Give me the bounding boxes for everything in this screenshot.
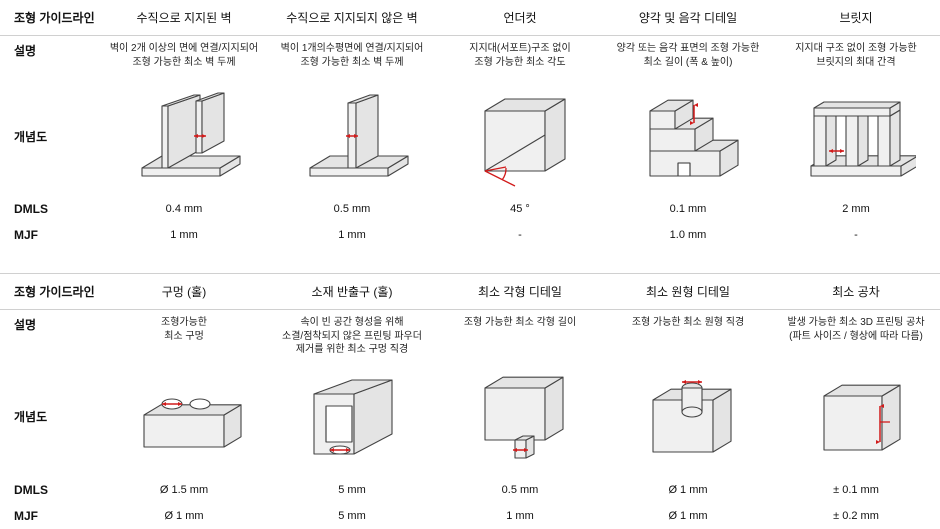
- col-title-0-4: 브릿지: [772, 9, 940, 26]
- desc-0-2: 지지대(서포트)구조 없이 조형 가능한 최소 각도: [436, 42, 604, 69]
- dmls-row: DMLS 0.4 mm 0.5 mm 45 ° 0.1 mm 2 mm: [0, 196, 940, 222]
- desc-1-2: 조형 가능한 최소 각형 길이: [436, 316, 604, 330]
- mjf-1-1: 5 mm: [268, 510, 436, 522]
- desc-1-0: 조형가능한 최소 구멍: [100, 316, 268, 343]
- desc-0-0: 벽이 2개 이상의 면에 연결/지지되어 조형 가능한 최소 벽 두께: [100, 42, 268, 69]
- col-title-1-4: 최소 공차: [772, 283, 940, 300]
- desc-0-3: 양각 또는 음각 표면의 조형 가능한 최소 길이 (폭 & 높이): [604, 42, 772, 69]
- diagram-1-0: [100, 357, 268, 477]
- label-dmls: DMLS: [0, 202, 100, 216]
- label-mjf: MJF: [0, 509, 100, 523]
- col-title-1-0: 구멍 (홀): [100, 283, 268, 300]
- desc-0-1: 벽이 1개의수평면에 연결/지지되어 조형 가능한 최소 벽 두께: [268, 42, 436, 69]
- section-divider: [0, 248, 940, 274]
- dmls-1-0: Ø 1.5 mm: [100, 484, 268, 496]
- dmls-1-3: Ø 1 mm: [604, 484, 772, 496]
- mjf-row: MJF Ø 1 mm 5 mm 1 mm Ø 1 mm ± 0.2 mm: [0, 503, 940, 529]
- dmls-0-2: 45 °: [436, 203, 604, 215]
- label-guideline: 조형 가이드라인: [0, 283, 100, 300]
- concept-row: 개념도: [0, 357, 940, 477]
- col-title-0-2: 언더컷: [436, 9, 604, 26]
- col-title-1-1: 소재 반출구 (홀): [268, 283, 436, 300]
- dmls-1-1: 5 mm: [268, 484, 436, 496]
- mjf-row: MJF 1 mm 1 mm - 1.0 mm -: [0, 222, 940, 248]
- mjf-1-3: Ø 1 mm: [604, 510, 772, 522]
- label-mjf: MJF: [0, 228, 100, 242]
- guideline-section-2: 조형 가이드라인 구멍 (홀) 소재 반출구 (홀) 최소 각형 디테일 최소 …: [0, 274, 940, 529]
- description-row: 설명 벽이 2개 이상의 면에 연결/지지되어 조형 가능한 최소 벽 두께 벽…: [0, 36, 940, 76]
- label-guideline: 조형 가이드라인: [0, 9, 100, 26]
- mjf-0-2: -: [436, 229, 604, 241]
- diagram-1-3: [604, 357, 772, 477]
- header-row: 조형 가이드라인 구멍 (홀) 소재 반출구 (홀) 최소 각형 디테일 최소 …: [0, 274, 940, 310]
- header-row: 조형 가이드라인 수직으로 지지된 벽 수직으로 지지되지 않은 벽 언더컷 양…: [0, 0, 940, 36]
- guideline-section-1: 조형 가이드라인 수직으로 지지된 벽 수직으로 지지되지 않은 벽 언더컷 양…: [0, 0, 940, 274]
- diagram-1-1: [268, 357, 436, 477]
- diagram-0-0: [100, 76, 268, 196]
- dmls-0-1: 0.5 mm: [268, 203, 436, 215]
- diagram-0-3: [604, 76, 772, 196]
- label-description: 설명: [0, 316, 100, 333]
- concept-row: 개념도: [0, 76, 940, 196]
- diagram-0-2: [436, 76, 604, 196]
- mjf-0-3: 1.0 mm: [604, 229, 772, 241]
- col-title-1-3: 최소 원형 디테일: [604, 283, 772, 300]
- label-dmls: DMLS: [0, 483, 100, 497]
- label-concept: 개념도: [0, 408, 100, 425]
- mjf-0-0: 1 mm: [100, 229, 268, 241]
- col-title-0-1: 수직으로 지지되지 않은 벽: [268, 9, 436, 26]
- mjf-1-0: Ø 1 mm: [100, 510, 268, 522]
- diagram-1-2: [436, 357, 604, 477]
- dmls-1-4: ± 0.1 mm: [772, 484, 940, 496]
- dmls-1-2: 0.5 mm: [436, 484, 604, 496]
- description-row: 설명 조형가능한 최소 구멍 속이 빈 공간 형성을 위해 소결/점착되지 않은…: [0, 310, 940, 357]
- desc-0-4: 지지대 구조 없이 조형 가능한 브릿지의 최대 간격: [772, 42, 940, 69]
- desc-1-4: 발생 가능한 최소 3D 프린팅 공차 (파트 사이즈 / 형상에 따라 다름): [772, 316, 940, 343]
- dmls-0-3: 0.1 mm: [604, 203, 772, 215]
- col-title-0-0: 수직으로 지지된 벽: [100, 9, 268, 26]
- desc-1-1: 속이 빈 공간 형성을 위해 소결/점착되지 않은 프린팅 파우더 제거를 위한…: [268, 316, 436, 357]
- label-concept: 개념도: [0, 128, 100, 145]
- dmls-row: DMLS Ø 1.5 mm 5 mm 0.5 mm Ø 1 mm ± 0.1 m…: [0, 477, 940, 503]
- dmls-0-4: 2 mm: [772, 203, 940, 215]
- diagram-0-4: [772, 76, 940, 196]
- col-title-0-3: 양각 및 음각 디테일: [604, 9, 772, 26]
- mjf-1-4: ± 0.2 mm: [772, 510, 940, 522]
- desc-1-3: 조형 가능한 최소 원형 직경: [604, 316, 772, 330]
- diagram-1-4: [772, 357, 940, 477]
- mjf-0-4: -: [772, 229, 940, 241]
- label-description: 설명: [0, 42, 100, 59]
- mjf-1-2: 1 mm: [436, 510, 604, 522]
- diagram-0-1: [268, 76, 436, 196]
- mjf-0-1: 1 mm: [268, 229, 436, 241]
- col-title-1-2: 최소 각형 디테일: [436, 283, 604, 300]
- dmls-0-0: 0.4 mm: [100, 203, 268, 215]
